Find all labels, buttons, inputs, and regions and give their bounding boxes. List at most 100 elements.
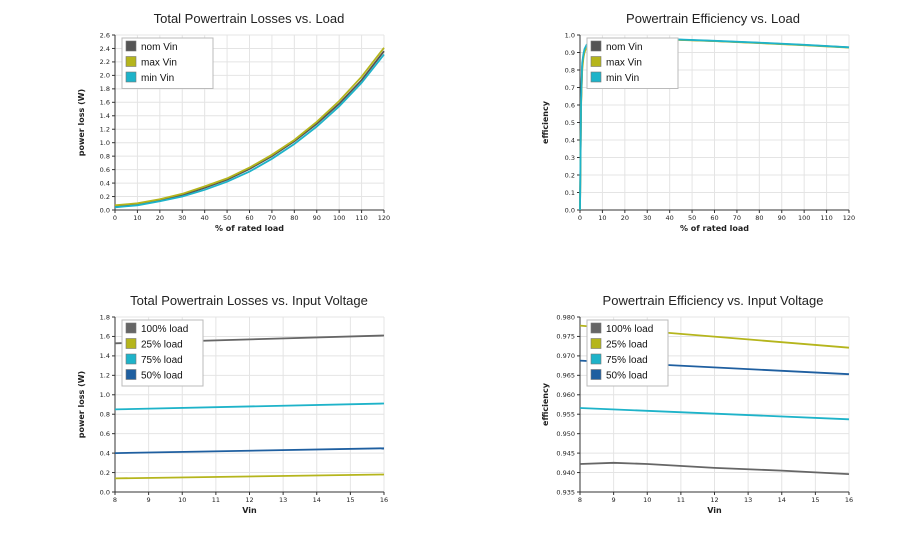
legend-swatch [590,338,602,349]
x-tick-label: 70 [268,214,276,222]
legend-swatch [590,322,602,334]
legend-label: 75% load [606,355,648,366]
x-tick-label: 0 [113,214,117,222]
y-tick-label: 1.4 [100,352,110,360]
y-tick-label: 2.4 [100,45,110,53]
x-axis-label: Vin [707,506,722,515]
x-tick-label: 10 [643,496,651,504]
y-tick-label: 2.6 [100,31,110,39]
x-tick-label: 15 [346,496,354,504]
legend-label: min Vin [141,73,174,84]
series-line-4 [114,447,385,454]
y-tick-label: 0.960 [556,391,575,399]
x-tick-label: 16 [845,496,853,504]
x-tick-label: 20 [621,214,629,222]
y-tick-label: 0.0 [100,488,110,496]
x-tick-label: 80 [290,214,298,222]
y-tick-label: 0.9 [565,49,575,57]
series-line-2 [114,47,385,207]
x-tick-label: 9 [612,496,616,504]
legend-label: 25% load [606,340,648,351]
y-tick-label: 0.8 [100,411,110,419]
chart-title: Total Powertrain Losses vs. Load [154,11,345,26]
y-tick-label: 0.2 [100,469,110,477]
x-tick-label: 10 [133,214,141,222]
y-tick-label: 0.8 [100,152,110,160]
y-tick-label: 0.6 [565,101,575,109]
x-tick-label: 14 [778,496,786,504]
chart-4: Powertrain Efficiency vs. Input Voltage 8… [541,293,853,515]
chart-title: Powertrain Efficiency vs. Input Voltage [603,293,824,308]
x-tick-label: 110 [820,214,832,222]
legend-label: max Vin [141,58,177,69]
legend-swatch [125,338,137,349]
x-tick-label: 13 [279,496,287,504]
x-tick-label: 60 [710,214,718,222]
series-line-2 [114,473,385,480]
legend-label: 100% load [141,324,188,335]
y-tick-label: 1.2 [100,372,110,380]
x-tick-label: 40 [666,214,674,222]
y-tick-label: 0.970 [556,352,575,360]
x-tick-label: 120 [843,214,855,222]
y-tick-label: 0.955 [556,411,575,419]
x-axis-label: % of rated load [215,224,284,233]
y-axis-label: efficiency [541,382,550,426]
y-tick-label: 0.0 [100,206,110,214]
x-tick-label: 110 [355,214,367,222]
x-tick-label: 50 [223,214,231,222]
series-line-3 [114,53,385,209]
y-tick-label: 1.0 [100,391,110,399]
chart-1: Total Powertrain Losses vs. Load 0 10 20 30 4… [77,11,390,233]
legend-swatch [125,56,137,67]
y-tick-label: 0.6 [100,430,110,438]
x-tick-label: 100 [798,214,810,222]
x-tick-label: 120 [378,214,390,222]
legend-swatch [590,56,602,67]
legend-label: nom Vin [141,42,178,53]
y-tick-label: 1.0 [100,139,110,147]
y-tick-label: 2.0 [100,72,110,80]
x-tick-label: 8 [113,496,117,504]
y-axis-label: power loss (W) [77,371,86,438]
y-tick-label: 0.2 [100,193,110,201]
x-tick-label: 20 [156,214,164,222]
y-tick-label: 1.6 [100,99,110,107]
chart-title: Total Powertrain Losses vs. Input Voltag… [130,293,368,308]
x-tick-label: 40 [201,214,209,222]
legend-swatch [590,40,602,52]
y-tick-label: 0.950 [556,430,575,438]
y-tick-label: 0.6 [100,166,110,174]
series-line-1 [579,461,850,475]
legend-label: max Vin [606,58,642,69]
legend-swatch [125,322,137,334]
x-tick-label: 30 [178,214,186,222]
legend-swatch [590,71,602,83]
x-tick-label: 14 [313,496,321,504]
y-tick-label: 1.8 [100,85,110,93]
legend-label: 25% load [141,340,183,351]
x-tick-label: 8 [578,496,582,504]
chart-3: Total Powertrain Losses vs. Input Voltag… [77,293,388,515]
y-tick-label: 0.980 [556,313,575,321]
legend-swatch [125,71,137,83]
x-tick-label: 12 [710,496,718,504]
y-tick-label: 0.5 [565,119,575,127]
x-axis-label: % of rated load [680,224,749,233]
x-tick-label: 0 [578,214,582,222]
chart-2: Powertrain Efficiency vs. Load 0 10 20 30 40 5… [541,11,855,233]
y-axis-label: power loss (W) [77,89,86,156]
y-tick-label: 0.4 [100,179,110,187]
y-tick-label: 0.945 [556,449,575,457]
y-tick-label: 0.2 [565,171,575,179]
y-tick-label: 0.0 [565,206,575,214]
legend-label: 75% load [141,355,183,366]
legend-box [121,37,214,89]
y-tick-label: 0.975 [556,333,575,341]
legend-swatch [590,353,602,365]
y-tick-label: 0.4 [100,449,110,457]
legend-label: 100% load [606,324,653,335]
y-tick-label: 0.935 [556,488,575,496]
x-tick-label: 13 [744,496,752,504]
